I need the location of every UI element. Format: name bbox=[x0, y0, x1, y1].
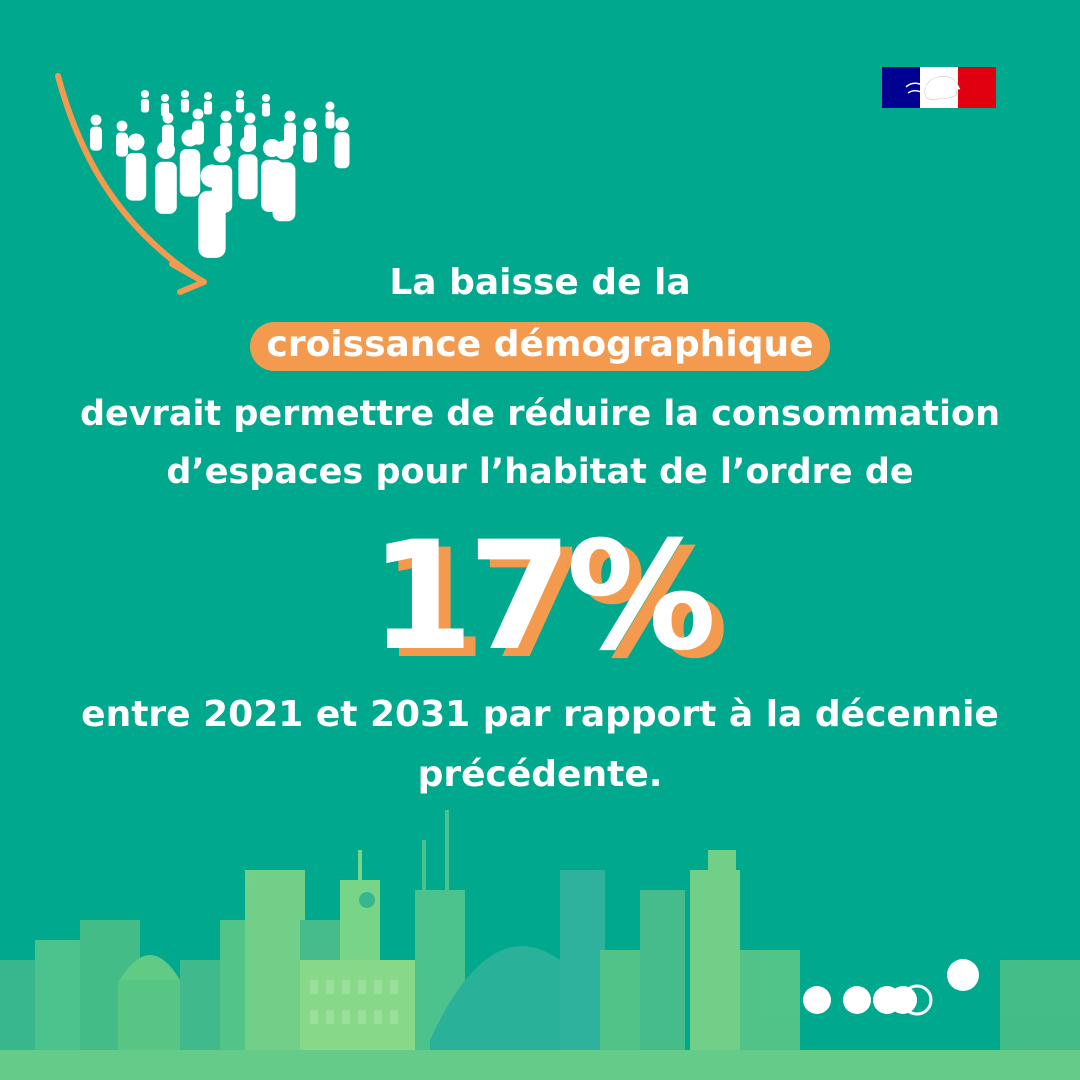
stat-container: 17% bbox=[0, 515, 1080, 680]
footer-line-2: précédente. bbox=[417, 754, 663, 795]
city-skyline-illustration bbox=[0, 810, 1080, 1080]
people-group bbox=[90, 89, 350, 258]
headline-line-3: devrait permettre de réduire la consomma… bbox=[79, 394, 1001, 434]
flag-blue bbox=[882, 67, 920, 108]
marianne-icon bbox=[905, 76, 961, 101]
flag-red bbox=[958, 67, 996, 108]
footer-line-1: entre 2021 et 2031 par rapport à la déce… bbox=[81, 694, 999, 735]
crowd-icon bbox=[55, 73, 350, 295]
brand-dots-icon bbox=[803, 959, 979, 1016]
highlight-badge: croissance démographique bbox=[250, 322, 830, 371]
down-right-arrow-icon bbox=[55, 73, 207, 295]
highlight-wrap: croissance démographique bbox=[0, 322, 1080, 371]
headline-line-4: d’espaces pour l’habitat de l’ordre de bbox=[166, 452, 914, 492]
republique-francaise-logo bbox=[882, 67, 996, 108]
headline-line-1: La baisse de la bbox=[389, 262, 691, 303]
stat-value: 17% bbox=[369, 510, 716, 684]
